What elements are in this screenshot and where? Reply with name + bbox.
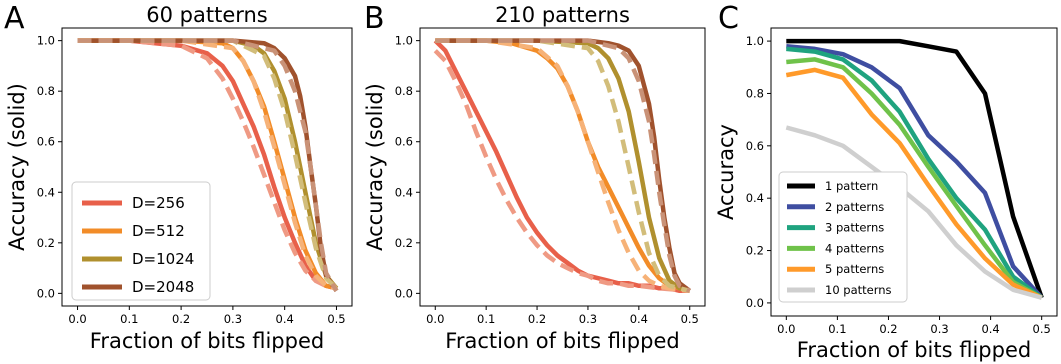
- panel-a-xlabel: Fraction of bits flipped: [90, 329, 324, 353]
- panel-c-ytick-label: 0.2: [746, 244, 764, 258]
- panel-b-title: 210 patterns: [495, 3, 630, 27]
- panel-a-series-dashed-7: [77, 38, 339, 292]
- panel-a-plot-frame: [61, 27, 353, 307]
- panel-a-xtick-label: 0.0: [68, 312, 86, 326]
- panel-c-xlabel: Fraction of bits flipped: [797, 338, 1031, 362]
- panel-c-xtick-label: 0.1: [828, 322, 846, 336]
- panel-c-xtick-label: 0.0: [777, 322, 795, 336]
- panel-b-ytick-label: 0.6: [395, 135, 413, 149]
- panel-a-title: 60 patterns: [146, 3, 268, 27]
- panel-a-ytick-label: 1.0: [37, 34, 55, 48]
- panel-b-letter: B: [364, 1, 385, 36]
- panel-a-xtick-label: 0.2: [172, 312, 190, 326]
- panel-c-ytick-label: 0.4: [746, 191, 764, 205]
- panel-a-legend-label: D=1024: [132, 250, 194, 268]
- panel-a-series-dashed-5: [77, 38, 338, 291]
- panel-c-letter: C: [718, 1, 739, 36]
- panel-c-xtick-label: 0.5: [1033, 322, 1051, 336]
- panel-a-ytick-label: 0.2: [37, 236, 55, 250]
- panel-a-ytick-label: 0.0: [37, 286, 55, 300]
- panel-b-ytick-label: 0.8: [395, 84, 413, 98]
- panel-c-legend-label: 3 patterns: [825, 221, 884, 235]
- panel-a-xtick-label: 0.5: [327, 312, 345, 326]
- panel-c-legend-label: 10 patterns: [825, 283, 892, 297]
- panel-a-legend-label: D=512: [132, 222, 185, 240]
- panel-a-xtick-label: 0.3: [224, 312, 242, 326]
- panel-b-series-dashed-4: [433, 49, 690, 294]
- panel-b-xtick-label: 0.4: [630, 312, 648, 326]
- panel-b-xtick-label: 0.0: [426, 312, 444, 326]
- panel-c-xtick-label: 0.3: [930, 322, 948, 336]
- panel-a-legend-label: D=2048: [132, 278, 194, 296]
- panel-b-ytick-label: 0.0: [395, 286, 413, 300]
- panel-c-ytick-label: 0.0: [746, 296, 764, 310]
- panel-b-series-dashed-6: [435, 38, 691, 293]
- panel-b-xtick-label: 0.1: [477, 312, 495, 326]
- panel-b-xtick-label: 0.2: [528, 312, 546, 326]
- panel-b-ylabel: Accuracy (solid): [363, 83, 387, 251]
- panel-a-xtick-label: 0.4: [276, 312, 294, 326]
- panel-c-ytick-label: 1.0: [746, 34, 764, 48]
- panel-b-ytick-label: 0.2: [395, 236, 413, 250]
- panel-c-series-10-patterns: [785, 125, 1043, 300]
- panel-c-xtick-label: 0.2: [879, 322, 897, 336]
- panel-a-legend-box: [71, 181, 211, 301]
- panel-b-xtick-label: 0.5: [681, 312, 699, 326]
- panel-a-ylabel: Accuracy (solid): [5, 83, 29, 251]
- panel-c-legend-label: 5 patterns: [825, 262, 884, 276]
- panel-c-series-2-patterns: [786, 44, 1044, 300]
- panel-c-xtick-label: 0.4: [981, 322, 999, 336]
- panel-a-letter: A: [4, 1, 25, 36]
- panel-c-ylabel: Accuracy: [714, 124, 738, 220]
- panel-c-ytick-label: 0.8: [746, 86, 764, 100]
- panel-a-xtick-label: 0.1: [120, 312, 138, 326]
- panel-c-series-5-patterns: [785, 67, 1043, 300]
- panel-a-ytick-label: 0.4: [37, 185, 55, 199]
- panel-b-ytick-label: 1.0: [395, 34, 413, 48]
- panel-c-legend-label: 1 pattern: [825, 179, 878, 193]
- panel-c-ytick-label: 0.6: [746, 139, 764, 153]
- panel-a-legend-label: D=256: [132, 194, 185, 212]
- panel-c-series-4-patterns: [786, 57, 1043, 300]
- panel-c-series-3-patterns: [786, 46, 1044, 300]
- panel-c-plot-frame: [770, 27, 1058, 317]
- panel-a-ytick-label: 0.8: [37, 84, 55, 98]
- panel-a-ytick-label: 0.6: [37, 135, 55, 149]
- panel-b-plot-frame: [419, 27, 706, 307]
- panel-b-xtick-label: 0.3: [579, 312, 597, 326]
- panel-c-series-1-pattern: [786, 38, 1044, 299]
- panel-b-xlabel: Fraction of bits flipped: [445, 329, 679, 353]
- panel-c-legend-label: 2 patterns: [825, 200, 884, 214]
- panel-b-ytick-label: 0.4: [395, 185, 413, 199]
- panel-b-series-dashed-5: [435, 38, 690, 294]
- panel-a-series-dashed-4: [77, 38, 338, 291]
- panel-c-legend-label: 4 patterns: [825, 241, 884, 255]
- panel-b-series-dashed-7: [435, 38, 691, 293]
